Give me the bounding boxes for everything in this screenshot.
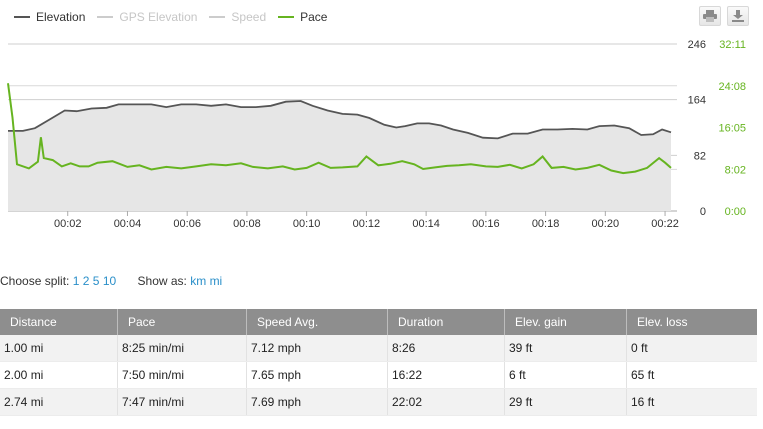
cell-duration: 22:02	[387, 388, 505, 416]
col-speed-avg[interactable]: Speed Avg.	[246, 309, 388, 335]
cell-speed: 7.65 mph	[246, 361, 388, 389]
legend-label: Elevation	[36, 10, 86, 24]
elevation-series-line	[8, 100, 672, 140]
download-button[interactable]	[727, 6, 749, 26]
cell-elev-gain: 39 ft	[504, 335, 627, 362]
cell-distance: 1.00 mi	[0, 335, 118, 362]
cell-elev-gain: 29 ft	[504, 388, 627, 416]
split-option-10[interactable]: 10	[102, 274, 117, 288]
col-distance[interactable]: Distance	[0, 309, 118, 335]
legend-swatch	[209, 16, 226, 18]
print-icon	[703, 10, 717, 22]
x-tick-label: 00:14	[412, 218, 440, 230]
elevation-area	[8, 101, 671, 211]
download-icon	[732, 10, 744, 22]
legend-swatch	[97, 16, 114, 18]
x-tick-label: 00:02	[54, 218, 82, 230]
elevation-tick-label: 0	[700, 206, 706, 218]
chart-toolbar	[699, 6, 749, 26]
chart-legend: Elevation GPS Elevation Speed Pace	[14, 10, 327, 24]
col-elev-loss[interactable]: Elev. loss	[626, 309, 757, 335]
legend-label: GPS Elevation	[119, 10, 198, 24]
splits-table: Distance Pace Speed Avg. Duration Elev. …	[0, 309, 757, 416]
legend-swatch	[278, 16, 295, 18]
legend-label: Pace	[300, 10, 328, 24]
pace-tick-label: 32:11	[719, 39, 746, 51]
cell-speed: 7.69 mph	[246, 388, 388, 416]
col-elev-gain[interactable]: Elev. gain	[504, 309, 627, 335]
split-controls: Choose split: 1 2 5 10 Show as: km mi	[0, 274, 222, 288]
x-tick-label: 00:10	[293, 218, 321, 230]
cell-distance: 2.74 mi	[0, 388, 118, 416]
cell-elev-loss: 0 ft	[626, 335, 757, 362]
col-pace[interactable]: Pace	[117, 309, 247, 335]
x-tick-label: 00:08	[233, 218, 261, 230]
x-tick-label: 00:22	[651, 218, 679, 230]
legend-label: Speed	[231, 10, 267, 24]
table-header-row: Distance Pace Speed Avg. Duration Elev. …	[0, 309, 757, 335]
x-tick-label: 00:18	[532, 218, 560, 230]
x-tick-label: 00:06	[173, 218, 201, 230]
cell-elev-gain: 6 ft	[504, 361, 627, 389]
elevation-pace-chart: 00:02 00:04 00:06 00:08 00:10 00:12 00:14 00:16…	[7, 39, 746, 230]
cell-pace: 7:50 min/mi	[117, 361, 247, 389]
print-button[interactable]	[699, 6, 721, 26]
cell-elev-loss: 16 ft	[626, 388, 757, 416]
legend-item-elevation[interactable]: Elevation	[14, 10, 85, 24]
cell-duration: 16:22	[387, 361, 505, 389]
x-tick-label: 00:16	[472, 218, 500, 230]
legend-item-pace[interactable]: Pace	[278, 10, 327, 24]
show-as-label: Show as:	[137, 274, 187, 288]
table-row: 2.00 mi 7:50 min/mi 7.65 mph 16:22 6 ft …	[0, 361, 757, 389]
elevation-tick-label: 246	[688, 39, 706, 51]
table-row: 1.00 mi 8:25 min/mi 7.12 mph 8:26 39 ft …	[0, 335, 757, 362]
split-option-2[interactable]: 2	[82, 274, 90, 288]
pace-tick-label: 24:08	[718, 81, 746, 93]
legend-swatch	[14, 16, 30, 18]
elevation-tick-label: 82	[694, 150, 706, 162]
cell-duration: 8:26	[387, 335, 505, 362]
legend-item-gps-elevation[interactable]: GPS Elevation	[97, 10, 197, 24]
split-option-1[interactable]: 1	[72, 274, 80, 288]
split-label: Choose split:	[0, 274, 70, 288]
pace-series-line	[7, 83, 672, 175]
pace-tick-label: 16:05	[718, 123, 746, 135]
elevation-tick-label: 164	[688, 95, 706, 107]
x-tick-label: 00:04	[114, 218, 142, 230]
legend-item-speed[interactable]: Speed	[209, 10, 266, 24]
table-row: 2.74 mi 7:47 min/mi 7.69 mph 22:02 29 ft…	[0, 388, 757, 416]
cell-speed: 7.12 mph	[246, 335, 388, 362]
pace-tick-label: 8:02	[725, 164, 746, 176]
col-duration[interactable]: Duration	[387, 309, 505, 335]
cell-pace: 7:47 min/mi	[117, 388, 247, 416]
cell-pace: 8:25 min/mi	[117, 335, 247, 362]
x-tick-label: 00:20	[592, 218, 620, 230]
cell-elev-loss: 65 ft	[626, 361, 757, 389]
split-option-5[interactable]: 5	[92, 274, 100, 288]
cell-distance: 2.00 mi	[0, 361, 118, 389]
unit-km[interactable]: km	[190, 274, 207, 288]
x-tick-label: 00:12	[353, 218, 381, 230]
unit-mi[interactable]: mi	[209, 274, 223, 288]
pace-tick-label: 0:00	[725, 206, 746, 218]
